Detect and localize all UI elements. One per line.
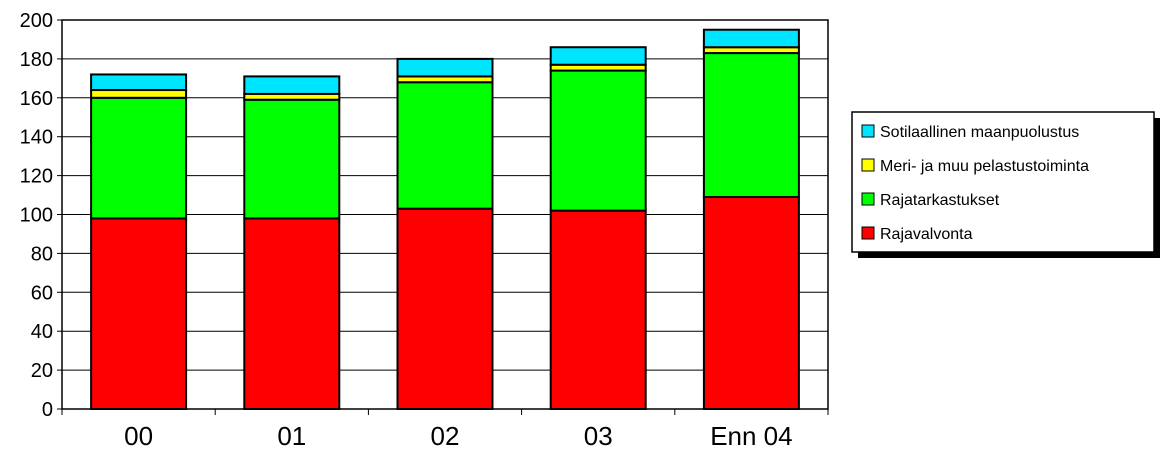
legend: Sotilaallinen maanpuolustus Meri- ja muu … <box>851 111 1160 258</box>
bar-segment <box>549 46 647 66</box>
bar-segment <box>549 69 647 212</box>
x-tick-label: 00 <box>124 421 153 451</box>
y-tick-label: 200 <box>20 10 53 32</box>
bar-segment <box>90 217 188 410</box>
bar-segment <box>702 195 800 410</box>
y-tick-label: 100 <box>20 205 53 227</box>
legend-label: Rajavalvonta <box>880 226 973 243</box>
legend-swatch <box>861 158 875 172</box>
legend-label: Rajatarkastukset <box>880 192 1000 209</box>
x-tick-label: 02 <box>431 421 460 451</box>
bar-segment <box>243 75 341 95</box>
x-axis: 00 01 02 03 Enn 04 <box>61 409 829 451</box>
legend-box <box>851 111 1155 253</box>
bars <box>90 28 800 410</box>
legend-swatch <box>861 124 875 138</box>
bar-segment <box>90 89 188 99</box>
legend-label: Sotilaallinen maanpuolustus <box>880 124 1079 141</box>
y-tick-label: 180 <box>20 49 53 71</box>
y-tick-label: 60 <box>31 282 53 304</box>
x-tick-label: 03 <box>584 421 613 451</box>
x-tick-label: 01 <box>277 421 306 451</box>
x-tick-label: Enn 04 <box>710 421 792 451</box>
bar-segment <box>243 217 341 410</box>
bar-segment <box>702 52 800 198</box>
y-tick-label: 120 <box>20 166 53 188</box>
y-tick-label: 0 <box>42 399 53 421</box>
y-tick-label: 40 <box>31 321 53 343</box>
bar-segment <box>396 81 494 210</box>
legend-label: Meri- ja muu pelastustoiminta <box>880 158 1089 175</box>
bar-segment <box>243 98 341 220</box>
bar-segment <box>702 28 800 49</box>
bar-segment <box>549 209 647 410</box>
y-tick-label: 140 <box>20 127 53 149</box>
y-axis: 0 20 40 60 80 100 120 140 160 180 200 <box>20 10 62 421</box>
bar-segment <box>396 57 494 78</box>
bar-segment <box>396 207 494 410</box>
y-tick-label: 160 <box>20 88 53 110</box>
bar-segment <box>90 73 188 92</box>
legend-swatch <box>861 226 875 240</box>
y-tick-label: 20 <box>31 360 53 382</box>
bar-segment <box>90 96 188 220</box>
y-tick-label: 80 <box>31 243 53 265</box>
legend-swatch <box>861 192 875 206</box>
